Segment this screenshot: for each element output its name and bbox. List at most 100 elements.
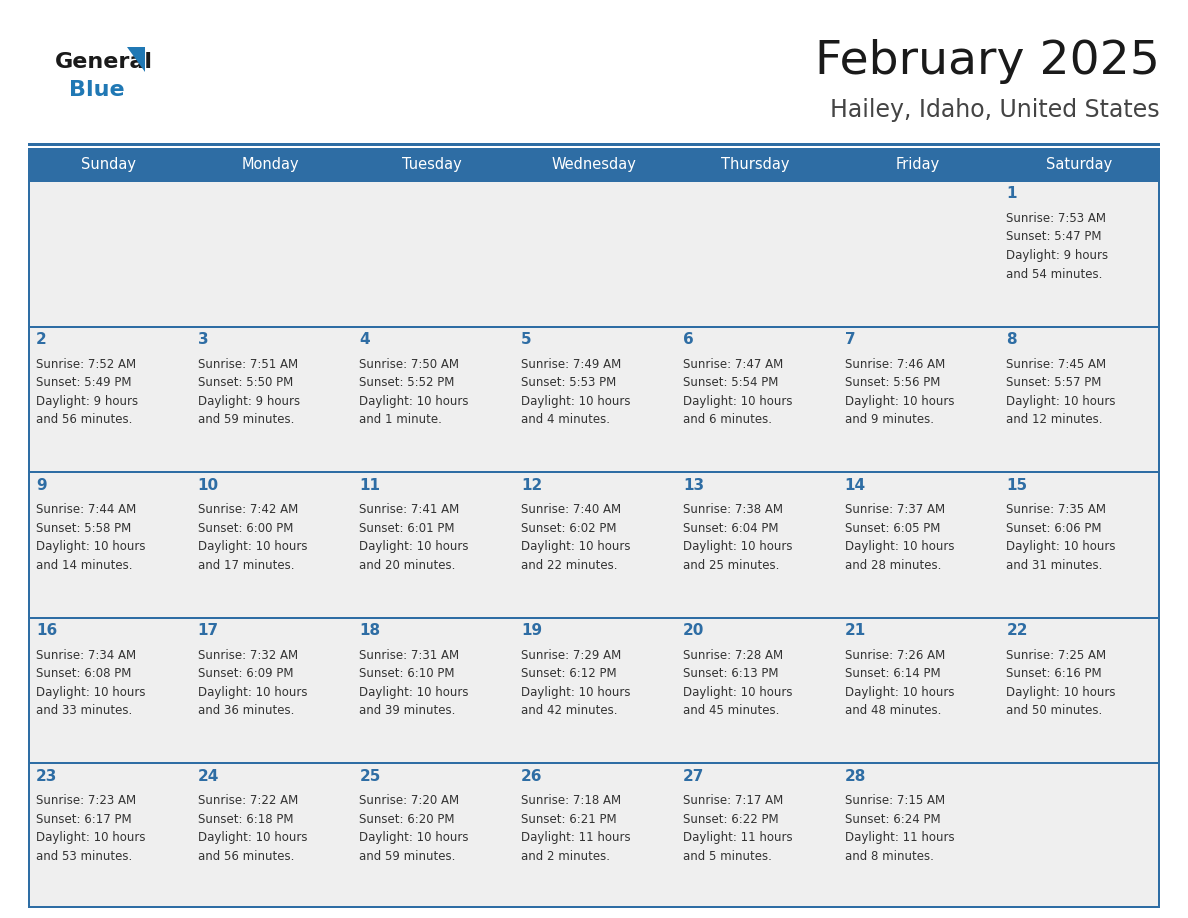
Text: 14: 14 xyxy=(845,477,866,493)
Text: Sunrise: 7:40 AM
Sunset: 6:02 PM
Daylight: 10 hours
and 22 minutes.: Sunrise: 7:40 AM Sunset: 6:02 PM Dayligh… xyxy=(522,503,631,572)
Bar xyxy=(513,328,675,471)
Text: 26: 26 xyxy=(522,769,543,784)
Text: Sunrise: 7:18 AM
Sunset: 6:21 PM
Daylight: 11 hours
and 2 minutes.: Sunrise: 7:18 AM Sunset: 6:21 PM Dayligh… xyxy=(522,794,631,863)
Text: 4: 4 xyxy=(360,332,369,347)
Bar xyxy=(29,182,190,326)
Text: Sunrise: 7:31 AM
Sunset: 6:10 PM
Daylight: 10 hours
and 39 minutes.: Sunrise: 7:31 AM Sunset: 6:10 PM Dayligh… xyxy=(360,649,469,717)
Bar xyxy=(513,182,675,326)
Text: Sunrise: 7:26 AM
Sunset: 6:14 PM
Daylight: 10 hours
and 48 minutes.: Sunrise: 7:26 AM Sunset: 6:14 PM Dayligh… xyxy=(845,649,954,717)
Bar xyxy=(352,328,513,471)
Bar xyxy=(190,619,352,763)
Bar xyxy=(513,765,675,908)
Text: Sunrise: 7:38 AM
Sunset: 6:04 PM
Daylight: 10 hours
and 25 minutes.: Sunrise: 7:38 AM Sunset: 6:04 PM Dayligh… xyxy=(683,503,792,572)
Text: Sunrise: 7:34 AM
Sunset: 6:08 PM
Daylight: 10 hours
and 33 minutes.: Sunrise: 7:34 AM Sunset: 6:08 PM Dayligh… xyxy=(36,649,145,717)
Text: Sunrise: 7:25 AM
Sunset: 6:16 PM
Daylight: 10 hours
and 50 minutes.: Sunrise: 7:25 AM Sunset: 6:16 PM Dayligh… xyxy=(1006,649,1116,717)
Text: 17: 17 xyxy=(197,623,219,638)
Bar xyxy=(513,473,675,617)
Bar xyxy=(190,328,352,471)
Text: Sunrise: 7:20 AM
Sunset: 6:20 PM
Daylight: 10 hours
and 59 minutes.: Sunrise: 7:20 AM Sunset: 6:20 PM Dayligh… xyxy=(360,794,469,863)
Bar xyxy=(29,473,190,617)
Text: 6: 6 xyxy=(683,332,694,347)
Text: Monday: Monday xyxy=(242,156,299,172)
Bar xyxy=(352,765,513,908)
Bar xyxy=(352,182,513,326)
Text: February 2025: February 2025 xyxy=(815,39,1159,84)
Bar xyxy=(675,182,836,326)
Text: Sunrise: 7:37 AM
Sunset: 6:05 PM
Daylight: 10 hours
and 28 minutes.: Sunrise: 7:37 AM Sunset: 6:05 PM Dayligh… xyxy=(845,503,954,572)
Bar xyxy=(29,328,190,471)
Bar xyxy=(675,328,836,471)
Text: Sunrise: 7:45 AM
Sunset: 5:57 PM
Daylight: 10 hours
and 12 minutes.: Sunrise: 7:45 AM Sunset: 5:57 PM Dayligh… xyxy=(1006,358,1116,426)
Bar xyxy=(29,143,1159,146)
Text: Thursday: Thursday xyxy=(721,156,790,172)
Text: Tuesday: Tuesday xyxy=(403,156,462,172)
Bar xyxy=(1158,148,1159,908)
Text: 20: 20 xyxy=(683,623,704,638)
Text: 27: 27 xyxy=(683,769,704,784)
Text: Friday: Friday xyxy=(896,156,940,172)
Bar xyxy=(29,180,1159,182)
Bar xyxy=(29,906,1159,908)
Bar xyxy=(836,619,998,763)
Bar xyxy=(998,182,1159,326)
Text: Sunrise: 7:35 AM
Sunset: 6:06 PM
Daylight: 10 hours
and 31 minutes.: Sunrise: 7:35 AM Sunset: 6:06 PM Dayligh… xyxy=(1006,503,1116,572)
Text: Sunrise: 7:52 AM
Sunset: 5:49 PM
Daylight: 9 hours
and 56 minutes.: Sunrise: 7:52 AM Sunset: 5:49 PM Dayligh… xyxy=(36,358,138,426)
Text: 15: 15 xyxy=(1006,477,1028,493)
Text: 28: 28 xyxy=(845,769,866,784)
Text: Sunrise: 7:23 AM
Sunset: 6:17 PM
Daylight: 10 hours
and 53 minutes.: Sunrise: 7:23 AM Sunset: 6:17 PM Dayligh… xyxy=(36,794,145,863)
Bar xyxy=(190,473,352,617)
Text: General: General xyxy=(55,52,153,72)
Text: 9: 9 xyxy=(36,477,46,493)
Bar xyxy=(29,471,1159,473)
Text: Sunrise: 7:17 AM
Sunset: 6:22 PM
Daylight: 11 hours
and 5 minutes.: Sunrise: 7:17 AM Sunset: 6:22 PM Dayligh… xyxy=(683,794,792,863)
Bar xyxy=(998,473,1159,617)
Bar xyxy=(29,326,1159,328)
Text: Wednesday: Wednesday xyxy=(551,156,637,172)
Bar xyxy=(836,182,998,326)
Text: 24: 24 xyxy=(197,769,219,784)
Text: Sunrise: 7:41 AM
Sunset: 6:01 PM
Daylight: 10 hours
and 20 minutes.: Sunrise: 7:41 AM Sunset: 6:01 PM Dayligh… xyxy=(360,503,469,572)
Text: 2: 2 xyxy=(36,332,46,347)
Bar xyxy=(998,765,1159,908)
Text: Saturday: Saturday xyxy=(1045,156,1112,172)
Bar xyxy=(998,619,1159,763)
Bar xyxy=(675,765,836,908)
Text: 7: 7 xyxy=(845,332,855,347)
Text: Sunrise: 7:29 AM
Sunset: 6:12 PM
Daylight: 10 hours
and 42 minutes.: Sunrise: 7:29 AM Sunset: 6:12 PM Dayligh… xyxy=(522,649,631,717)
Text: Sunrise: 7:53 AM
Sunset: 5:47 PM
Daylight: 9 hours
and 54 minutes.: Sunrise: 7:53 AM Sunset: 5:47 PM Dayligh… xyxy=(1006,212,1108,281)
Text: 22: 22 xyxy=(1006,623,1028,638)
Text: 19: 19 xyxy=(522,623,542,638)
Text: 1: 1 xyxy=(1006,186,1017,201)
Bar xyxy=(998,328,1159,471)
Bar xyxy=(836,473,998,617)
Text: Sunrise: 7:28 AM
Sunset: 6:13 PM
Daylight: 10 hours
and 45 minutes.: Sunrise: 7:28 AM Sunset: 6:13 PM Dayligh… xyxy=(683,649,792,717)
Text: Sunrise: 7:49 AM
Sunset: 5:53 PM
Daylight: 10 hours
and 4 minutes.: Sunrise: 7:49 AM Sunset: 5:53 PM Dayligh… xyxy=(522,358,631,426)
Text: 12: 12 xyxy=(522,477,543,493)
Bar xyxy=(675,473,836,617)
Bar xyxy=(29,148,30,908)
Text: 23: 23 xyxy=(36,769,57,784)
Text: 16: 16 xyxy=(36,623,57,638)
Bar xyxy=(29,765,190,908)
Text: Sunrise: 7:22 AM
Sunset: 6:18 PM
Daylight: 10 hours
and 56 minutes.: Sunrise: 7:22 AM Sunset: 6:18 PM Dayligh… xyxy=(197,794,308,863)
Text: 5: 5 xyxy=(522,332,532,347)
Text: Blue: Blue xyxy=(69,80,125,100)
Bar xyxy=(352,473,513,617)
Bar xyxy=(836,765,998,908)
Polygon shape xyxy=(127,47,145,72)
Bar xyxy=(29,619,190,763)
Text: Sunrise: 7:15 AM
Sunset: 6:24 PM
Daylight: 11 hours
and 8 minutes.: Sunrise: 7:15 AM Sunset: 6:24 PM Dayligh… xyxy=(845,794,954,863)
Text: 3: 3 xyxy=(197,332,208,347)
Text: Sunrise: 7:46 AM
Sunset: 5:56 PM
Daylight: 10 hours
and 9 minutes.: Sunrise: 7:46 AM Sunset: 5:56 PM Dayligh… xyxy=(845,358,954,426)
Text: Sunrise: 7:32 AM
Sunset: 6:09 PM
Daylight: 10 hours
and 36 minutes.: Sunrise: 7:32 AM Sunset: 6:09 PM Dayligh… xyxy=(197,649,308,717)
Text: 8: 8 xyxy=(1006,332,1017,347)
Bar xyxy=(190,765,352,908)
Text: 18: 18 xyxy=(360,623,380,638)
Text: Hailey, Idaho, United States: Hailey, Idaho, United States xyxy=(830,98,1159,122)
Text: Sunrise: 7:51 AM
Sunset: 5:50 PM
Daylight: 9 hours
and 59 minutes.: Sunrise: 7:51 AM Sunset: 5:50 PM Dayligh… xyxy=(197,358,299,426)
Bar xyxy=(29,617,1159,619)
Text: 13: 13 xyxy=(683,477,704,493)
Text: Sunrise: 7:44 AM
Sunset: 5:58 PM
Daylight: 10 hours
and 14 minutes.: Sunrise: 7:44 AM Sunset: 5:58 PM Dayligh… xyxy=(36,503,145,572)
Bar xyxy=(29,763,1159,765)
Text: 21: 21 xyxy=(845,623,866,638)
